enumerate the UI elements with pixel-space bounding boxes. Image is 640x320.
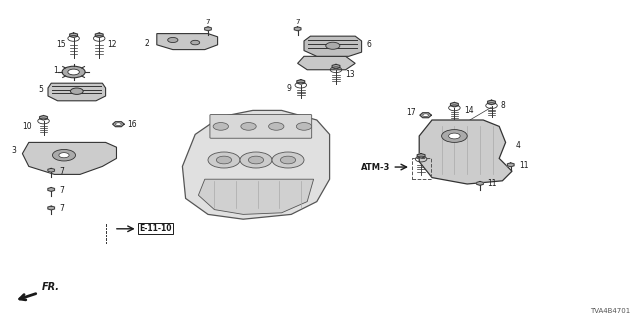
Polygon shape: [48, 168, 54, 172]
Text: 7: 7: [295, 20, 300, 25]
Circle shape: [442, 130, 467, 142]
Text: 7: 7: [60, 204, 65, 213]
Bar: [412, 158, 431, 179]
Text: 13: 13: [346, 70, 355, 79]
Polygon shape: [304, 36, 362, 56]
Circle shape: [296, 123, 312, 130]
Text: 2: 2: [145, 39, 149, 48]
Polygon shape: [508, 163, 514, 167]
Polygon shape: [48, 206, 54, 210]
Circle shape: [52, 149, 76, 161]
Text: ATM-3: ATM-3: [361, 163, 390, 172]
Polygon shape: [198, 179, 314, 214]
Circle shape: [59, 153, 69, 158]
Circle shape: [208, 152, 240, 168]
Polygon shape: [157, 34, 218, 50]
Circle shape: [272, 152, 304, 168]
Polygon shape: [477, 181, 483, 185]
Circle shape: [269, 123, 284, 130]
Text: 16: 16: [127, 120, 136, 129]
Polygon shape: [95, 33, 103, 37]
Text: 14: 14: [464, 106, 474, 115]
Polygon shape: [417, 154, 425, 158]
Polygon shape: [419, 120, 512, 184]
Text: 10: 10: [22, 122, 32, 131]
Text: 11: 11: [520, 161, 529, 170]
Circle shape: [216, 156, 232, 164]
Polygon shape: [297, 80, 305, 84]
Text: E-11-10: E-11-10: [140, 224, 172, 233]
Circle shape: [70, 88, 83, 94]
Circle shape: [326, 42, 340, 49]
FancyBboxPatch shape: [210, 115, 312, 138]
Circle shape: [248, 156, 264, 164]
Polygon shape: [332, 64, 340, 69]
Polygon shape: [182, 110, 330, 219]
Polygon shape: [70, 33, 77, 37]
Text: 15: 15: [56, 40, 66, 49]
Circle shape: [422, 114, 429, 117]
Circle shape: [68, 69, 79, 75]
Polygon shape: [488, 100, 495, 105]
Polygon shape: [48, 188, 54, 191]
Circle shape: [240, 152, 272, 168]
Text: 7: 7: [60, 167, 65, 176]
Text: 12: 12: [107, 40, 116, 49]
Polygon shape: [48, 83, 106, 101]
Polygon shape: [205, 27, 211, 31]
Polygon shape: [298, 56, 355, 70]
Text: 8: 8: [500, 101, 505, 110]
Polygon shape: [451, 102, 458, 107]
Circle shape: [280, 156, 296, 164]
Circle shape: [241, 123, 256, 130]
Polygon shape: [22, 142, 116, 174]
Circle shape: [449, 133, 460, 139]
Polygon shape: [113, 122, 124, 127]
Circle shape: [191, 40, 200, 45]
Text: FR.: FR.: [42, 282, 60, 292]
Circle shape: [62, 66, 85, 78]
Circle shape: [115, 123, 122, 126]
Text: 17: 17: [406, 108, 416, 116]
Text: TVA4B4701: TVA4B4701: [590, 308, 630, 314]
Text: 4: 4: [515, 141, 520, 150]
Polygon shape: [294, 27, 301, 31]
Text: 5: 5: [38, 85, 44, 94]
Circle shape: [168, 37, 178, 43]
Text: 6: 6: [366, 40, 371, 49]
Text: 11: 11: [488, 180, 497, 188]
Text: 9: 9: [286, 84, 291, 93]
Text: 3: 3: [11, 146, 16, 155]
Circle shape: [213, 123, 228, 130]
Polygon shape: [40, 116, 47, 120]
Text: 7: 7: [205, 20, 211, 25]
Text: 1: 1: [53, 66, 58, 75]
Text: 7: 7: [60, 186, 65, 195]
Polygon shape: [420, 113, 431, 118]
